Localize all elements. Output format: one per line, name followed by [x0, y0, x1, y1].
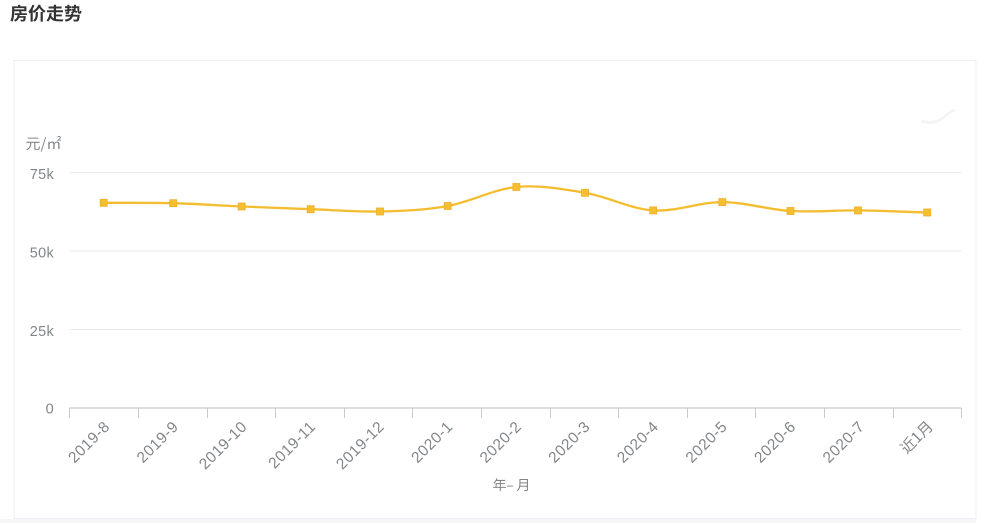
svg-text:50k: 50k	[30, 246, 55, 262]
svg-text:75k: 75k	[30, 167, 55, 183]
svg-text:25k: 25k	[30, 324, 55, 340]
svg-text:0: 0	[46, 402, 54, 418]
